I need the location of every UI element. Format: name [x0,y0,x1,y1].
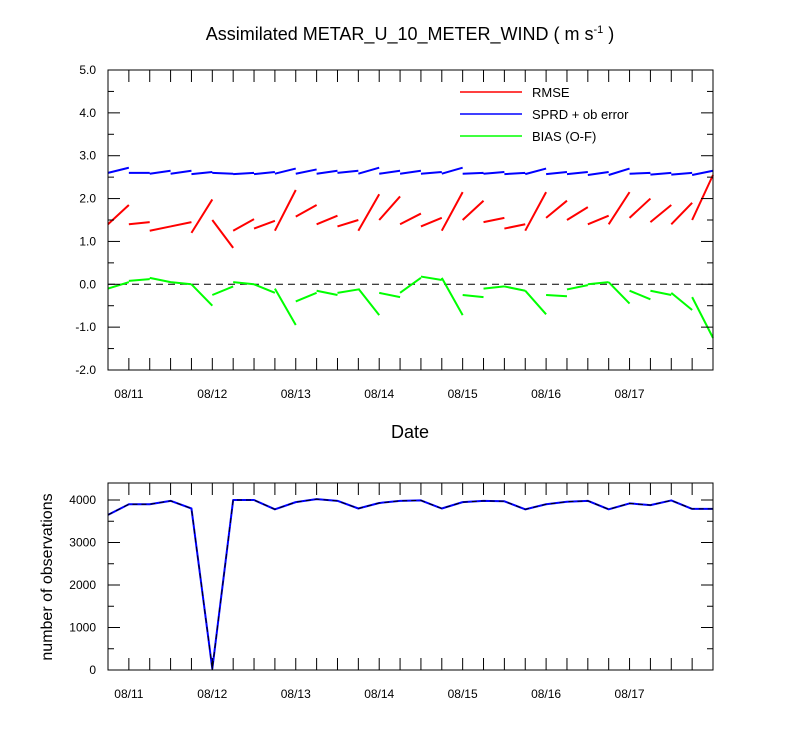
bottom-x-tick-label: 08/17 [615,687,645,701]
series-line-observations [107,498,713,670]
top-y-tick-label: 1.0 [79,234,96,248]
top-chart: Assimilated METAR_U_10_METER_WIND ( m s-… [75,24,714,442]
top-x-tick-label: 08/15 [448,387,478,401]
series-line-bias [107,275,714,339]
top-y-tick-label: 0.0 [79,277,96,291]
bottom-x-tick-label: 08/15 [448,687,478,701]
top-x-tick-label: 08/13 [281,387,311,401]
legend-label-rmse: RMSE [532,85,570,100]
top-y-tick-label: 3.0 [79,149,96,163]
top-x-tick-label: 08/16 [531,387,561,401]
top-x-tick-label: 08/14 [364,387,394,401]
x-axis-label: Date [391,422,429,442]
bottom-x-tick-label: 08/12 [197,687,227,701]
bottom-x-tick-label: 08/11 [114,687,143,701]
bottom-y-tick-label: 0 [89,663,96,677]
top-tick-group: 08/11 08/12 08/13 08/14 08/15 08/16 08/17 5.0 4.… [75,63,714,401]
bottom-chart: 08/11 08/12 08/13 08/14 08/15 08/16 08/17 4000 3… [39,482,714,701]
top-y-tick-label: 2.0 [79,192,96,206]
bottom-tick-group: 08/11 08/12 08/13 08/14 08/15 08/16 08/17 4000 3… [69,483,714,701]
bottom-x-tick-label: 08/14 [364,687,394,701]
bottom-series-group [107,498,713,670]
legend-label-sprd: SPRD + ob error [532,107,629,122]
top-series-group [107,166,714,339]
bottom-y-tick-label: 2000 [69,578,96,592]
legend: RMSE SPRD + ob error BIAS (O-F) [460,85,629,144]
top-y-tick-label: -1.0 [75,320,96,334]
chart-title: Assimilated METAR_U_10_METER_WIND ( m s-… [206,24,615,45]
top-x-tick-label: 08/17 [615,387,645,401]
top-y-tick-label: -2.0 [75,363,96,377]
bottom-x-tick-label: 08/16 [531,687,561,701]
legend-label-bias: BIAS (O-F) [532,129,596,144]
top-x-tick-label: 08/11 [114,387,143,401]
bottom-y-tick-label: 1000 [69,621,96,635]
series-line-observations-dash [107,498,713,669]
top-y-tick-label: 5.0 [79,63,96,77]
bottom-plot-frame [107,482,714,671]
y-axis-label: number of observations [39,493,56,660]
top-x-tick-label: 08/12 [197,387,227,401]
series-line-sprd [107,166,714,176]
bottom-y-tick-label: 3000 [69,536,96,550]
bottom-y-tick-label: 4000 [69,493,96,507]
series-line-rmse [107,174,714,249]
top-y-tick-label: 4.0 [79,106,96,120]
bottom-x-tick-label: 08/13 [281,687,311,701]
